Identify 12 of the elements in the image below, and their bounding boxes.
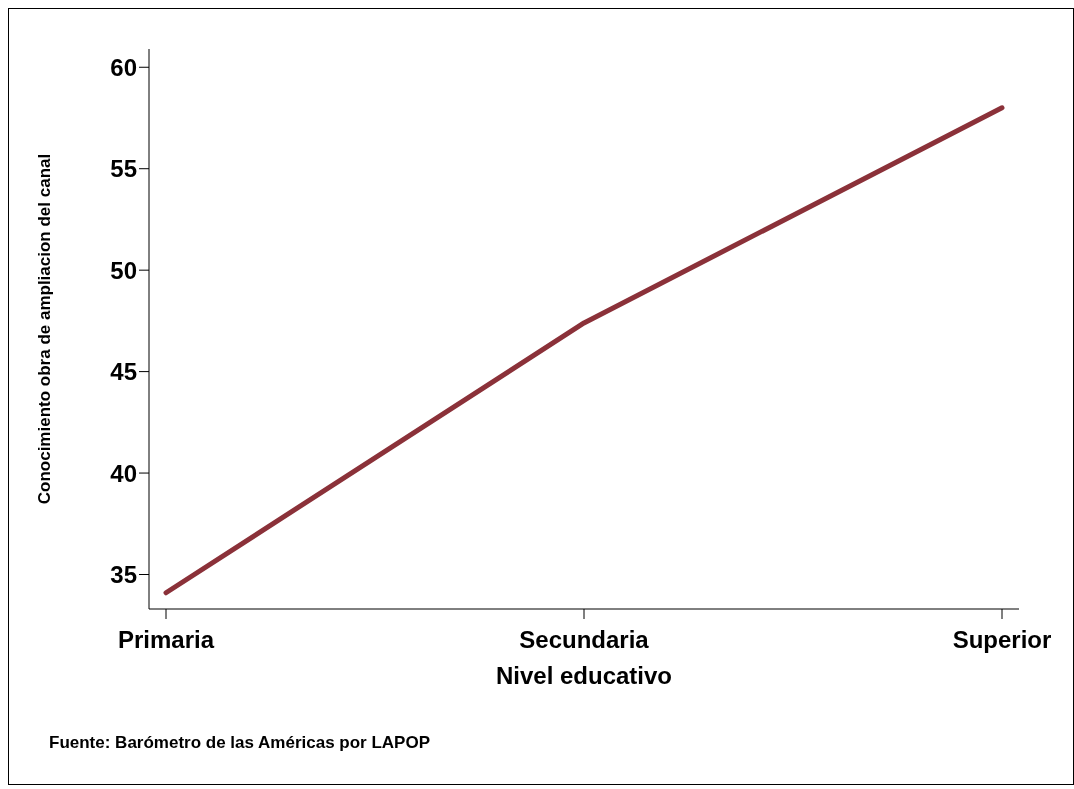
y-axis-title: Conocimiento obra de ampliacion del canal	[35, 153, 55, 505]
x-axis-title: Nivel educativo	[495, 662, 673, 690]
y-tick-label: 35	[110, 561, 137, 589]
x-tick-label: Primaria	[117, 626, 215, 654]
y-tick-label: 50	[110, 256, 137, 284]
y-tick-label: 45	[110, 358, 137, 386]
x-tick-label: Superior	[952, 626, 1052, 654]
source-note: Fuente: Barómetro de las Américas por LAPOP	[49, 733, 431, 753]
y-tick-label: 40	[110, 459, 137, 487]
x-tick-label: Secundaria	[519, 626, 650, 654]
y-tick-label: 60	[110, 53, 137, 81]
y-tick-label: 55	[110, 155, 137, 183]
